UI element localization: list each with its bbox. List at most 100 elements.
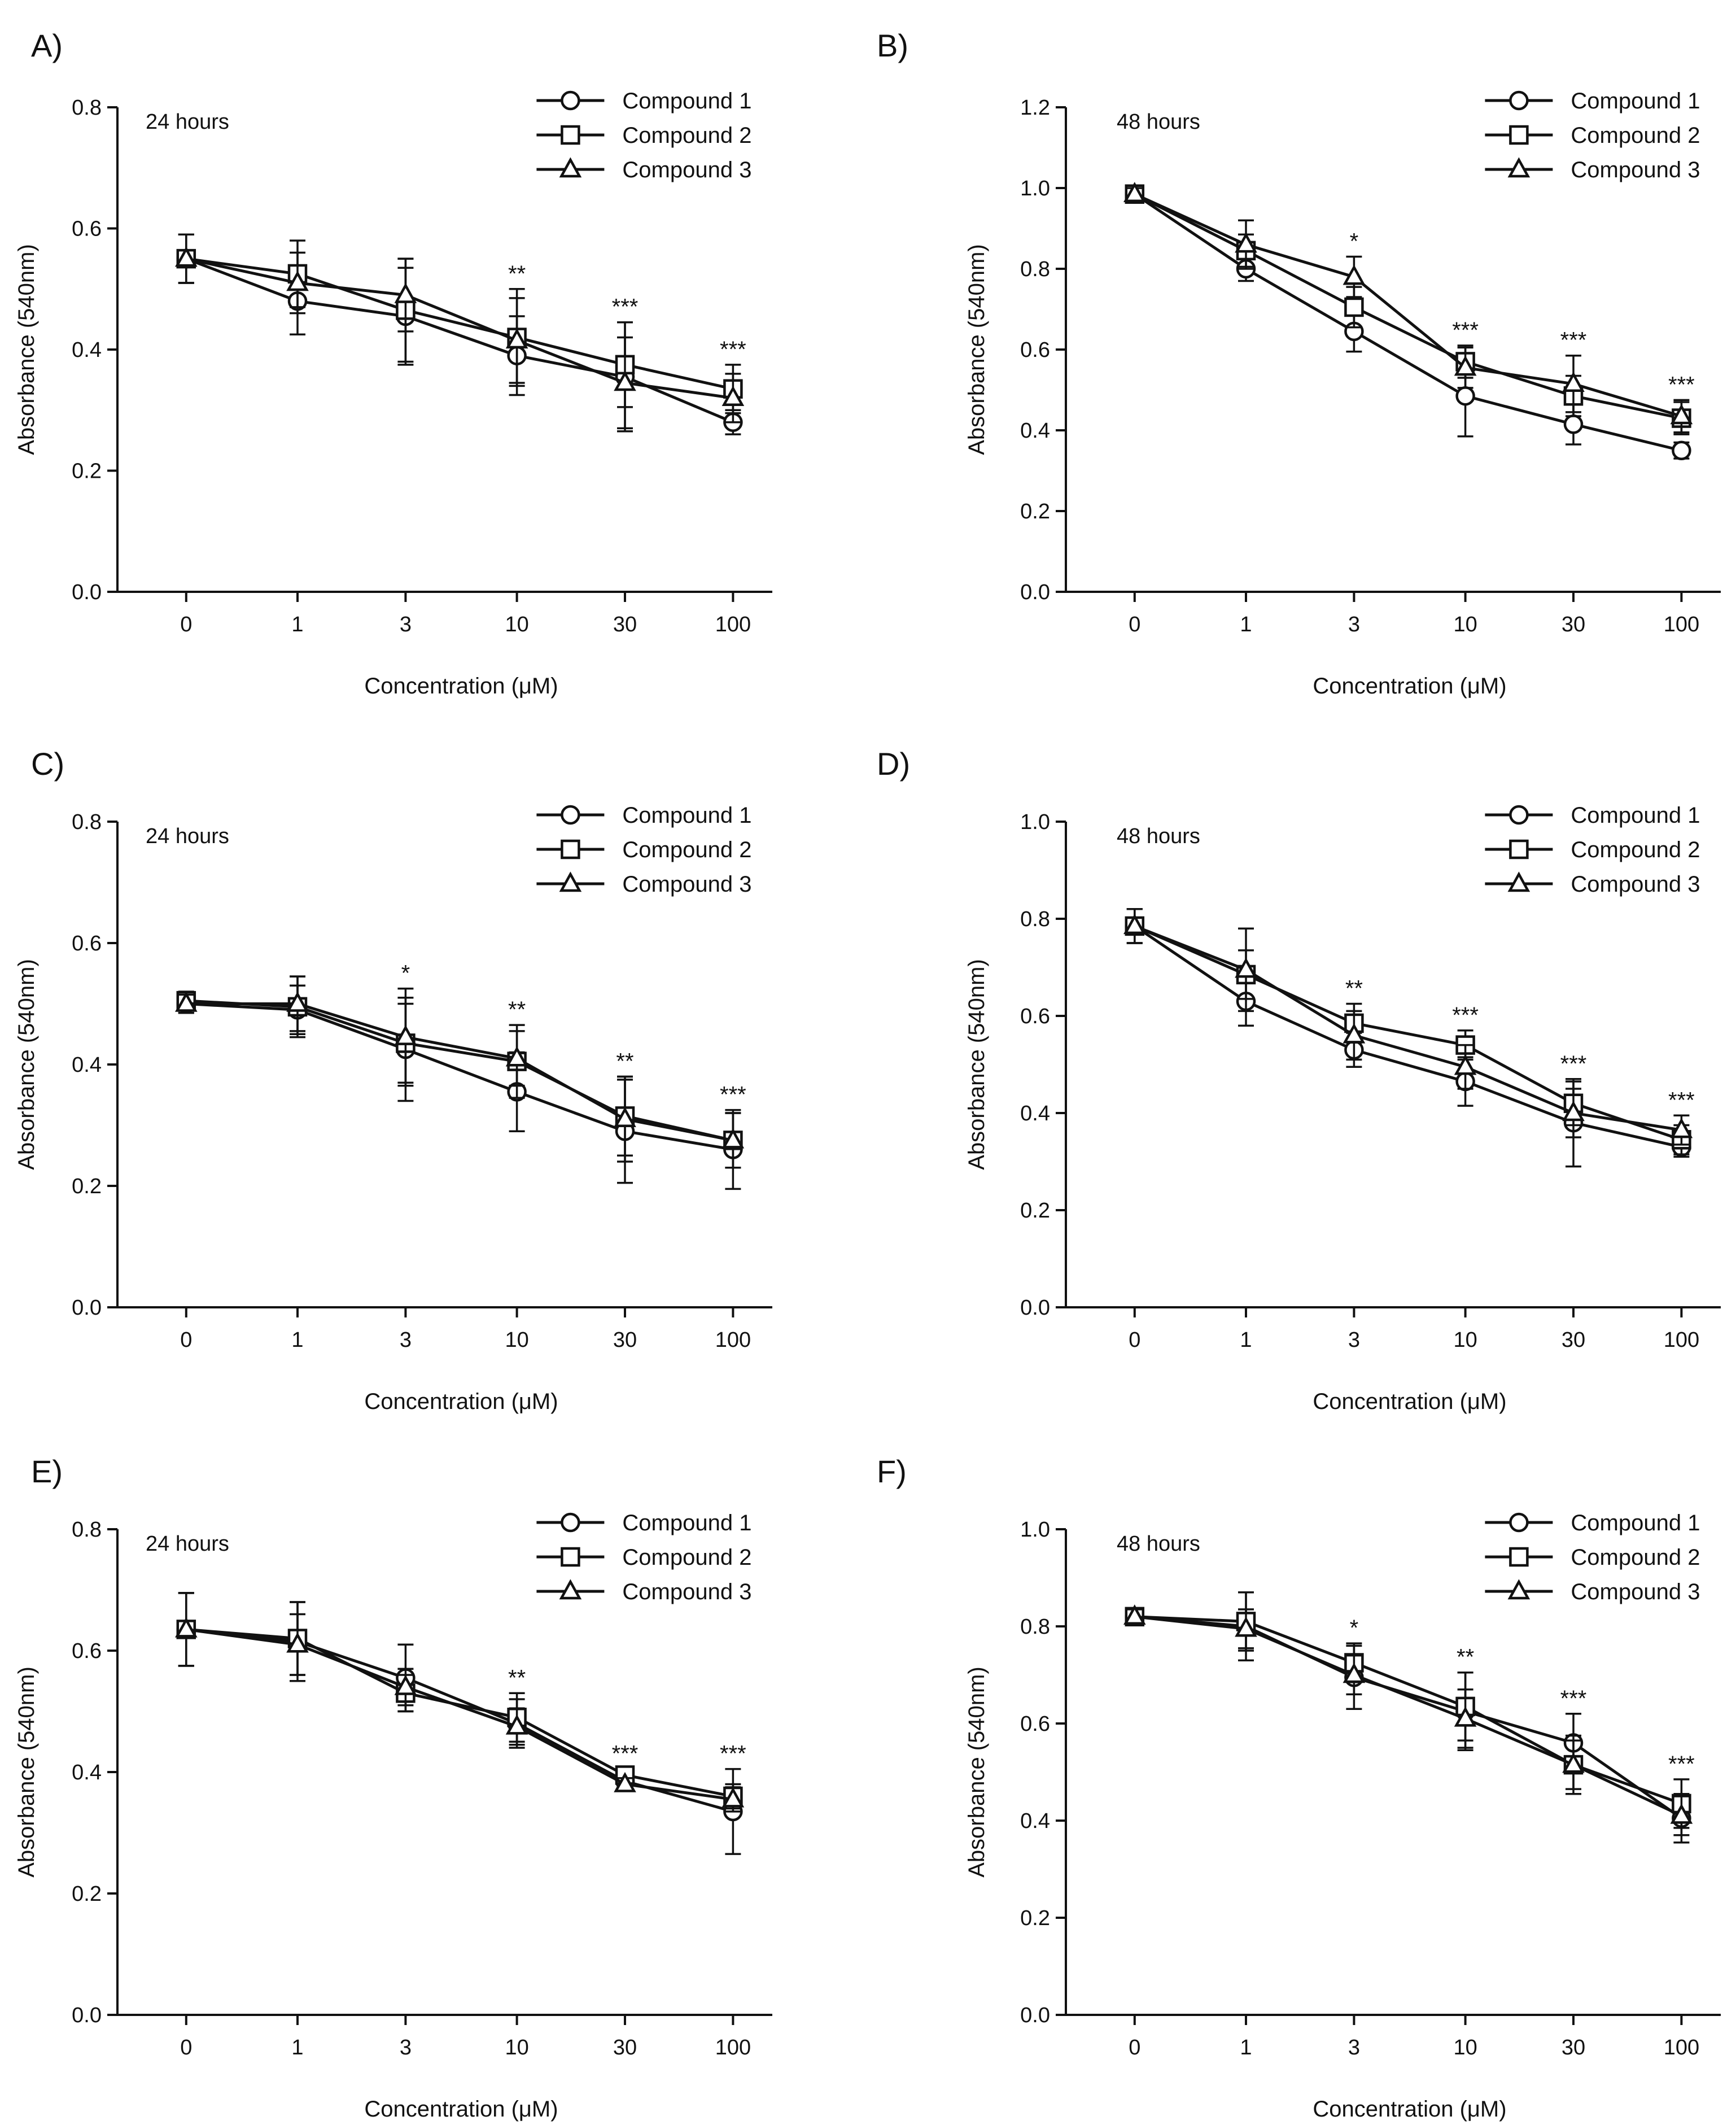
y-tick-label: 0.4: [1020, 419, 1050, 443]
significance-marker: ***: [1560, 1686, 1587, 1711]
legend-marker-square: [1509, 839, 1529, 859]
y-tick-label: 0.0: [72, 2004, 102, 2027]
data-point-triangle: [614, 370, 636, 391]
x-tick-label: 1: [1240, 1328, 1252, 1352]
series-compound-1: [1125, 908, 1691, 1168]
chart-panel-c: C) 0.0 0.2 0.4 0.6 0.8 0 1 3 10 30 100 Concentration…: [14, 746, 772, 1414]
series-compound-3: [174, 233, 745, 430]
y-tick-label: 0.0: [1020, 1296, 1050, 1320]
y-tick-label: 0.0: [72, 1296, 102, 1320]
legend-marker-circle: [1509, 805, 1529, 825]
series-line: [185, 257, 734, 424]
y-tick-label: 0.8: [72, 1518, 102, 1542]
significance-marker: **: [508, 997, 526, 1022]
significance-marker: ***: [612, 295, 639, 320]
y-tick-label: 0.8: [1020, 258, 1050, 281]
legend-entry: Compound 2: [536, 123, 751, 148]
x-tick-label: 30: [613, 1328, 637, 1352]
y-tick-label: 0.0: [1020, 581, 1050, 604]
series-compound-3: [174, 975, 745, 1169]
significance-marker: ***: [612, 1742, 639, 1766]
data-point-triangle: [505, 1046, 528, 1067]
y-tick-label: 0.8: [72, 810, 102, 834]
y-tick-label: 0.2: [1020, 1906, 1050, 1930]
legend-label: Compound 2: [1571, 1545, 1700, 1570]
data-point-triangle: [1454, 1054, 1477, 1075]
legend-label: Compound 1: [622, 1511, 751, 1535]
series-line: [186, 1627, 733, 1801]
y-tick-label: 0.8: [72, 96, 102, 120]
series-compound-1: [176, 233, 743, 435]
series-line: [186, 257, 733, 400]
x-tick-label: 3: [1348, 2036, 1360, 2059]
data-point-triangle: [505, 1714, 528, 1735]
series-line: [1134, 924, 1682, 1132]
x-axis-label: Concentration (μM): [364, 674, 558, 699]
data-point-triangle: [174, 991, 198, 1012]
x-axis-label: Concentration (μM): [1313, 1389, 1506, 1414]
significance-marker: *: [401, 961, 410, 986]
panel-label: C): [31, 746, 64, 782]
legend-entry: Compound 3: [536, 871, 751, 897]
y-tick-label: 1.0: [1020, 1518, 1050, 1542]
x-tick-label: 100: [1664, 2036, 1699, 2059]
significance-marker: ***: [720, 1742, 746, 1766]
legend-entry: Compound 2: [536, 1545, 751, 1570]
panel-label: F): [877, 1454, 907, 1489]
y-axis-label: Absorbance (540nm): [14, 1666, 39, 1878]
series-line: [186, 1627, 733, 1798]
data-point-triangle: [721, 1128, 745, 1149]
series-line: [1134, 1615, 1682, 1817]
legend-label: Compound 2: [622, 123, 751, 148]
y-tick-label: 0.2: [1020, 1199, 1050, 1223]
legend-label: Compound 1: [622, 89, 751, 114]
series-line: [186, 1002, 733, 1151]
data-point-triangle: [1123, 914, 1146, 935]
legend-label: Compound 3: [1571, 1579, 1700, 1604]
data-point-circle: [1455, 386, 1475, 406]
series-compound-2: [1125, 184, 1691, 435]
x-tick-label: 30: [1562, 1328, 1585, 1352]
y-axis-label: Absorbance (540nm): [14, 244, 39, 455]
data-point-triangle: [721, 386, 745, 407]
legend-entry: Compound 3: [536, 1579, 751, 1604]
legend-entry: Compound 3: [1485, 157, 1700, 182]
x-tick-label: 0: [1129, 1328, 1140, 1352]
data-point-triangle: [1454, 355, 1477, 376]
data-point-triangle: [286, 270, 309, 291]
significance-marker: ***: [720, 337, 746, 362]
series-line: [1134, 1615, 1682, 1819]
x-axis-label: Concentration (μM): [1313, 674, 1506, 699]
legend-label: Compound 1: [1571, 803, 1700, 828]
data-point-triangle: [286, 1632, 309, 1653]
legend-marker-square: [561, 125, 580, 145]
data-point-triangle: [1235, 957, 1257, 978]
time-label: 24 hours: [146, 110, 229, 134]
x-tick-label: 0: [1129, 2036, 1140, 2059]
legend-marker-circle: [561, 90, 580, 111]
significance-marker: **: [616, 1049, 633, 1074]
legend-label: Compound 3: [622, 872, 751, 897]
x-tick-label: 10: [1453, 2036, 1477, 2059]
x-tick-label: 0: [180, 613, 192, 636]
legend-label: Compound 3: [1571, 872, 1700, 897]
data-point-triangle: [1562, 1752, 1585, 1773]
y-tick-label: 0.6: [72, 932, 102, 955]
legend-marker-square: [561, 839, 580, 859]
data-point-triangle: [1670, 1118, 1693, 1138]
legend-entry: Compound 2: [1485, 837, 1700, 862]
legend-label: Compound 2: [1571, 837, 1700, 862]
x-tick-label: 1: [1240, 2036, 1252, 2059]
x-tick-label: 30: [613, 613, 637, 636]
series-line: [1134, 193, 1682, 452]
data-point-circle: [1672, 440, 1691, 460]
x-tick-label: 1: [1240, 613, 1252, 636]
legend-marker-circle: [561, 1512, 580, 1533]
significance-marker: **: [508, 1665, 526, 1690]
x-tick-label: 30: [1562, 613, 1585, 636]
x-tick-label: 0: [180, 1328, 192, 1352]
series-line: [1134, 1615, 1682, 1805]
legend-marker-circle: [1509, 1512, 1529, 1533]
series-compound-3: [174, 1592, 745, 1813]
legend-marker-square: [1509, 1547, 1529, 1567]
